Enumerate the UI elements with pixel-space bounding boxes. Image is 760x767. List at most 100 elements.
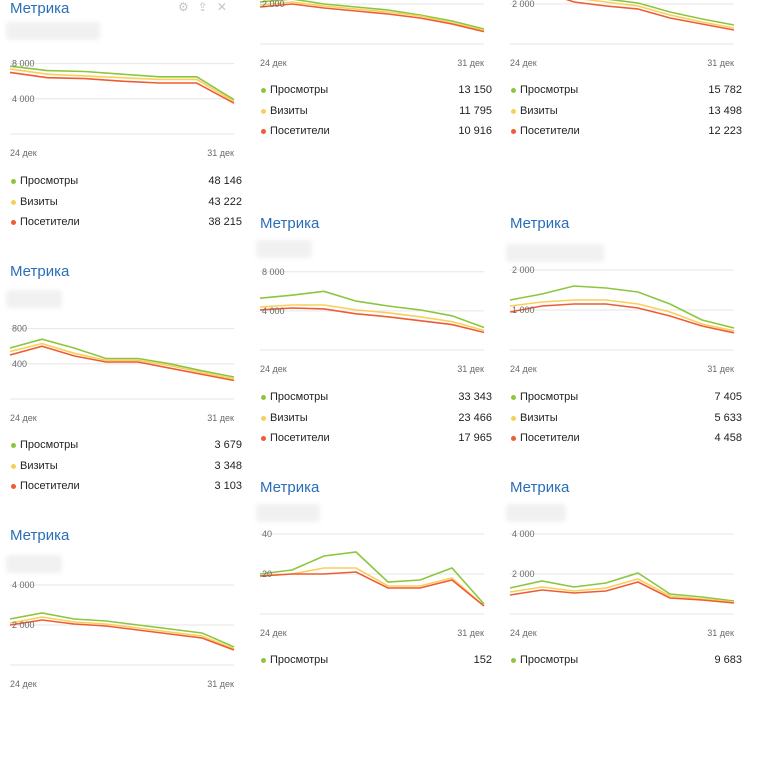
series-line-visitors: [259, 571, 485, 607]
x-label-end: 31 дек: [457, 628, 484, 638]
legend-value: 3 103: [214, 480, 242, 492]
close-icon[interactable]: ✕: [216, 0, 227, 14]
legend-item-views[interactable]: Просмотры 13 150: [260, 84, 492, 105]
legend-label: Просмотры: [270, 391, 329, 403]
chart-legend: Просмотры 152: [260, 654, 492, 675]
y-tick-label: 2 000: [12, 620, 35, 630]
series-line-views: [259, 551, 485, 605]
legend-value: 11 795: [459, 104, 492, 117]
redacted-site-name: [6, 555, 62, 573]
widget-title[interactable]: Метрика: [10, 263, 70, 280]
series-line-visits: [259, 567, 485, 607]
x-label-end: 31 дек: [207, 413, 234, 423]
y-tick-label: 2 000: [512, 265, 535, 275]
x-label-start: 24 дек: [10, 679, 37, 689]
legend-item-views[interactable]: Просмотры 33 343: [260, 391, 492, 412]
legend-item-visitors[interactable]: Посетители 12 223: [510, 125, 742, 146]
legend-value: 23 466: [458, 411, 492, 424]
y-tick-label: 4 000: [12, 580, 35, 590]
series-line-visitors: [9, 619, 235, 651]
line-chart: 4 000 2 000: [509, 529, 735, 615]
x-label-end: 31 дек: [457, 364, 484, 374]
legend-dot-icon: [11, 179, 16, 184]
legend-item-views[interactable]: Просмотры 3 679: [10, 439, 242, 460]
legend-item-visits[interactable]: Визиты 3 348: [10, 460, 242, 481]
widget-title[interactable]: Метрика: [10, 0, 70, 17]
x-label-start: 24 дек: [510, 58, 537, 68]
widget-title[interactable]: Метрика: [510, 479, 570, 496]
y-tick-label: 8 000: [262, 267, 285, 277]
legend-dot-icon: [11, 220, 16, 225]
legend-dot-icon: [511, 108, 516, 114]
series-line-views: [9, 338, 235, 378]
legend-label: Просмотры: [520, 84, 579, 96]
legend-item-visitors[interactable]: Посетители 3 103: [10, 480, 242, 501]
legend-item-views[interactable]: Просмотры 7 405: [510, 391, 742, 412]
y-tick-label: 1 000: [512, 305, 535, 315]
legend-item-views[interactable]: Просмотры 48 146: [10, 175, 242, 196]
legend-item-visits[interactable]: Визиты 5 633: [510, 412, 742, 433]
legend-value: 48 146: [208, 175, 242, 187]
legend-value: 3 348: [214, 459, 242, 472]
series-line-views: [509, 572, 735, 602]
x-label-end: 31 дек: [207, 148, 234, 158]
legend-value: 3 679: [214, 439, 242, 451]
legend-item-visits[interactable]: Визиты 43 222: [10, 196, 242, 217]
x-label-end: 31 дек: [457, 58, 484, 68]
legend-item-visitors[interactable]: Посетители 4 458: [510, 432, 742, 453]
legend-dot-icon: [511, 658, 516, 663]
legend-item-views[interactable]: Просмотры 9 683: [510, 654, 742, 675]
line-chart: 40 20: [259, 529, 485, 615]
legend-label: Просмотры: [20, 439, 79, 451]
series-line-visitors: [259, 307, 485, 334]
legend-item-views[interactable]: Просмотры 15 782: [510, 84, 742, 105]
redacted-site-name: [6, 22, 100, 40]
widget-title[interactable]: Метрика: [510, 215, 570, 232]
legend-dot-icon: [261, 129, 266, 134]
x-label-start: 24 дек: [10, 413, 37, 423]
widget-card: Метрика 4 000 2 000 24 дек 31 дек Просмотры 9 …: [506, 479, 742, 719]
redacted-site-name: [506, 244, 604, 262]
x-label-start: 24 дек: [260, 364, 287, 374]
series-line-visits: [509, 578, 735, 603]
widget-card: Метрика 4 000 2 000 24 дек 31 дек: [6, 527, 242, 767]
legend-value: 13 150: [458, 84, 492, 96]
x-label-end: 31 дек: [707, 628, 734, 638]
series-line-visits: [259, 304, 485, 332]
x-label-end: 31 дек: [207, 679, 234, 689]
legend-label: Просмотры: [520, 654, 579, 666]
legend-dot-icon: [261, 415, 266, 421]
widget-title[interactable]: Метрика: [10, 527, 70, 544]
legend-item-views[interactable]: Просмотры 152: [260, 654, 492, 675]
legend-dot-icon: [511, 88, 516, 93]
widget-card: Метрика 800 400 24 дек 31 дек Просмотры 3 679 В…: [6, 263, 242, 503]
line-chart: 8 000 4 000: [259, 267, 485, 351]
y-tick-label: 4 000: [262, 306, 285, 316]
y-tick-label: 800: [12, 324, 27, 334]
legend-item-visits[interactable]: Визиты 23 466: [260, 412, 492, 433]
x-label-start: 24 дек: [260, 628, 287, 638]
legend-item-visitors[interactable]: Посетители 38 215: [10, 216, 242, 237]
share-icon[interactable]: ⇪: [197, 0, 208, 14]
legend-item-visits[interactable]: Визиты 11 795: [260, 105, 492, 126]
legend-value: 10 916: [458, 125, 492, 137]
legend-label: Просмотры: [20, 175, 79, 187]
legend-dot-icon: [261, 436, 266, 441]
widget-title[interactable]: Метрика: [260, 479, 320, 496]
series-line-views: [9, 612, 235, 648]
legend-label: Просмотры: [270, 84, 329, 96]
chart-legend: Просмотры 13 150 Визиты 11 795 Посетители 10 …: [260, 84, 492, 146]
legend-item-visitors[interactable]: Посетители 17 965: [260, 432, 492, 453]
y-tick-label: 40: [262, 529, 272, 539]
widget-title[interactable]: Метрика: [260, 215, 320, 232]
x-label-start: 24 дек: [510, 628, 537, 638]
legend-item-visits[interactable]: Визиты 13 498: [510, 105, 742, 126]
series-line-visits: [9, 616, 235, 650]
legend-label: Посетители: [20, 480, 80, 492]
widget-card: Метрика 40 20 24 дек 31 дек Просмотры 152: [256, 479, 492, 719]
legend-label: Посетители: [270, 125, 330, 137]
legend-label: Посетители: [20, 216, 80, 228]
legend-item-visitors[interactable]: Посетители 10 916: [260, 125, 492, 146]
legend-value: 13 498: [708, 104, 742, 117]
gear-icon[interactable]: ⚙: [178, 0, 189, 14]
